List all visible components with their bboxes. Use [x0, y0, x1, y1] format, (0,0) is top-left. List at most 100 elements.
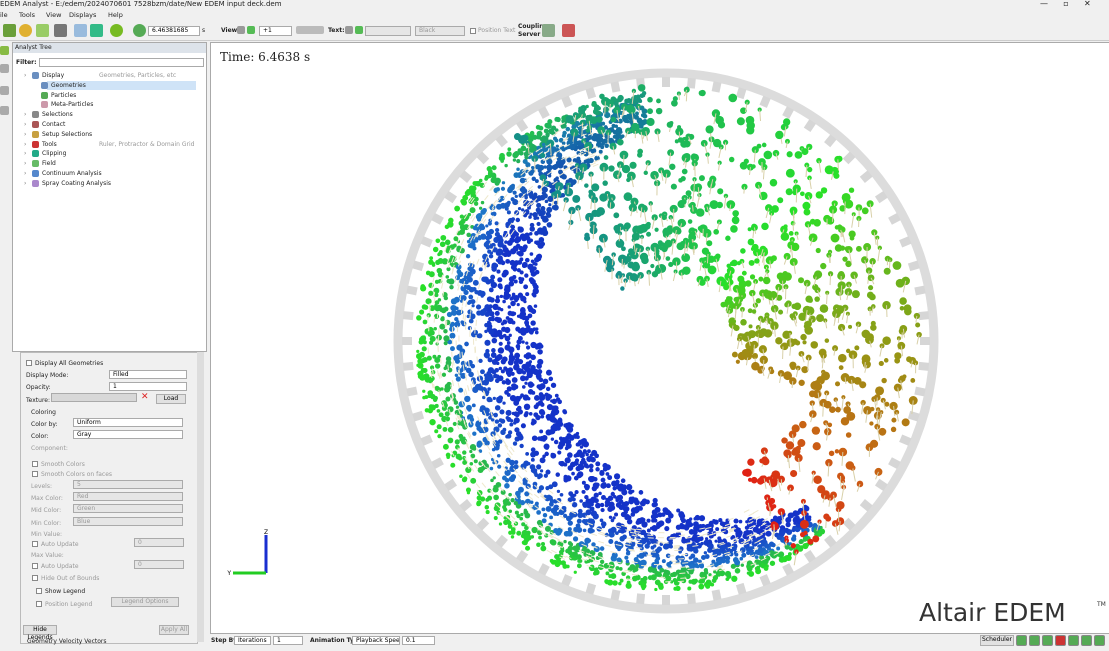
particle — [541, 507, 546, 512]
tool-icon[interactable] — [0, 64, 9, 73]
tool-icon[interactable] — [237, 26, 245, 34]
playback-button[interactable] — [1081, 635, 1092, 646]
tool-icon[interactable] — [36, 24, 49, 37]
tree-item[interactable]: Spray Coating Analysis — [42, 179, 112, 187]
dropdown[interactable]: 0 — [134, 560, 184, 569]
expander[interactable]: › — [24, 150, 27, 158]
expander[interactable]: › — [24, 160, 27, 168]
zoom-select[interactable]: +1 — [259, 26, 292, 36]
step-type[interactable]: Iterations — [234, 636, 271, 645]
tool-icon[interactable] — [0, 106, 9, 115]
velocity-vector — [764, 552, 771, 556]
particle — [505, 368, 510, 372]
checkbox[interactable] — [26, 360, 32, 366]
playback-button[interactable] — [1016, 635, 1027, 646]
menu-item[interactable]: Tools — [19, 11, 36, 19]
dropdown[interactable]: Gray — [73, 430, 183, 439]
step-value[interactable]: 1 — [273, 636, 303, 645]
dropdown[interactable]: Filled — [109, 370, 187, 379]
checkbox[interactable] — [32, 575, 38, 581]
expander[interactable]: › — [24, 130, 27, 138]
particle — [564, 446, 569, 451]
particle — [517, 207, 522, 211]
tool-icon[interactable] — [74, 24, 87, 37]
tool-icon[interactable] — [355, 26, 363, 34]
velocity-vector — [462, 417, 466, 424]
tool-icon[interactable] — [0, 86, 9, 95]
tool-icon[interactable] — [90, 24, 103, 37]
expander[interactable]: › — [24, 179, 27, 187]
tree-item[interactable]: Display — [42, 72, 65, 79]
window-controls[interactable]: — ▫ ✕ — [1040, 0, 1091, 8]
playback-button[interactable] — [1094, 635, 1105, 646]
tree-item[interactable]: Tools — [42, 140, 57, 148]
scheduler-button[interactable]: Scheduler — [980, 635, 1014, 646]
checkbox[interactable] — [32, 541, 38, 547]
tool-icon[interactable] — [345, 26, 353, 34]
checkbox[interactable] — [32, 461, 38, 467]
menu-item[interactable]: View — [46, 11, 62, 19]
dropdown[interactable]: 1 — [109, 382, 187, 391]
particle — [703, 570, 709, 576]
checkbox[interactable] — [32, 563, 38, 569]
clear-button[interactable]: ✕ — [141, 392, 149, 402]
expander[interactable]: › — [24, 170, 27, 177]
velocity-vector — [630, 531, 637, 534]
playback-button[interactable] — [1055, 635, 1066, 646]
tree-item[interactable]: Contact — [42, 121, 66, 128]
dropdown[interactable]: 0 — [134, 538, 184, 547]
tree-item[interactable]: Selections — [42, 111, 73, 119]
tool-icon[interactable] — [562, 24, 575, 37]
dropdown[interactable]: 5 — [73, 480, 183, 489]
checkbox[interactable] — [36, 588, 42, 594]
particle — [547, 195, 554, 203]
time-field[interactable]: 6.46381685 — [148, 26, 200, 36]
playback-button[interactable] — [1068, 635, 1079, 646]
playback-button[interactable] — [1042, 635, 1053, 646]
checkbox[interactable] — [36, 601, 42, 607]
particle — [454, 439, 460, 445]
button[interactable]: Hide Legends — [23, 625, 57, 641]
animation-type[interactable]: Playback Speed — [352, 636, 400, 645]
text-input[interactable] — [365, 26, 411, 36]
dropdown[interactable]: Red — [73, 492, 183, 501]
tree-item[interactable]: Setup Selections — [42, 130, 93, 138]
viewport[interactable]: Time: 6.4638 s Z Y Altair EDEM TM — [210, 42, 1109, 634]
menu-item[interactable]: Displays — [69, 11, 97, 19]
tree-item[interactable]: Particles — [51, 91, 77, 99]
menu-item[interactable]: ile — [0, 11, 8, 19]
button[interactable]: Legend Options — [111, 597, 179, 607]
tool-icon[interactable] — [19, 24, 32, 37]
filter-input[interactable] — [39, 58, 204, 67]
text-color[interactable]: Black — [415, 26, 465, 36]
particle — [598, 149, 603, 154]
tool-icon[interactable] — [3, 24, 16, 37]
expander[interactable]: › — [24, 111, 27, 119]
speed-value[interactable]: 0.1 — [402, 636, 435, 645]
tool-icon[interactable] — [296, 26, 324, 34]
tree-item[interactable]: Meta-Particles — [51, 101, 94, 109]
checkbox[interactable] — [470, 28, 476, 34]
tool-icon[interactable] — [133, 24, 146, 37]
checkbox[interactable] — [32, 471, 38, 477]
tree-item[interactable]: Geometries — [51, 81, 86, 89]
tool-icon[interactable] — [110, 24, 123, 37]
playback-button[interactable] — [1029, 635, 1040, 646]
tree-item[interactable]: Field — [42, 160, 56, 168]
button[interactable]: Apply All — [159, 625, 189, 635]
tool-icon[interactable] — [247, 26, 255, 34]
dropdown[interactable]: Green — [73, 504, 183, 513]
expander[interactable]: › — [24, 72, 27, 79]
tool-icon[interactable] — [542, 24, 555, 37]
button[interactable]: Load — [156, 394, 186, 404]
velocity-vector — [459, 292, 462, 299]
menu-item[interactable]: Help — [108, 11, 123, 19]
dropdown[interactable]: Blue — [73, 517, 183, 526]
tree-item[interactable]: Continuum Analysis — [42, 170, 102, 177]
expander[interactable]: › — [24, 140, 27, 148]
tool-icon[interactable] — [0, 46, 9, 55]
tree-item[interactable]: Clipping — [42, 150, 67, 158]
tool-icon[interactable] — [54, 24, 67, 37]
expander[interactable]: › — [24, 121, 27, 128]
dropdown[interactable]: Uniform — [73, 418, 183, 427]
